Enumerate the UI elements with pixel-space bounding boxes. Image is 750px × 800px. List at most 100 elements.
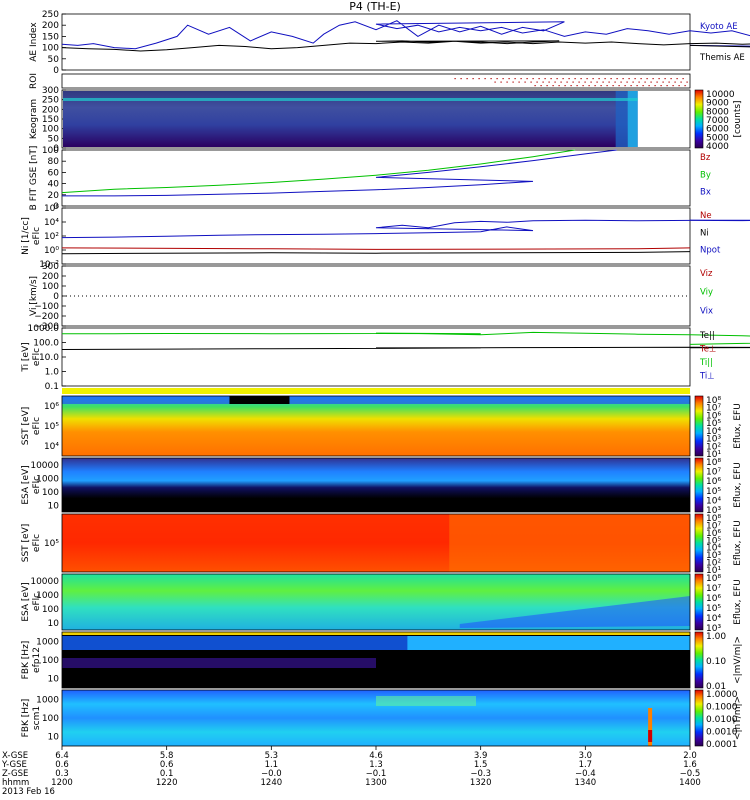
roi-dot: [594, 85, 596, 87]
spectrogram-image: [62, 458, 690, 512]
y-axis-label: SST [eV]: [21, 524, 31, 563]
roi-dot: [536, 81, 538, 83]
colorbar: [694, 89, 704, 149]
x-tick-label: 5.8: [160, 751, 174, 761]
roi-dot: [668, 81, 670, 83]
colorbar-tick-label: 0.0001: [706, 740, 738, 750]
y-tick-label: 50: [48, 55, 60, 65]
series-line: [61, 219, 750, 239]
roi-dot: [604, 78, 606, 80]
legend-entry: Vix: [700, 306, 713, 316]
roi-dot: [484, 78, 486, 80]
roi-dot: [560, 81, 562, 83]
roi-dot: [682, 78, 684, 80]
roi-dot: [556, 78, 558, 80]
y-tick-label: 10: [48, 619, 60, 629]
x-tick-label: 1.3: [369, 760, 383, 770]
legend-entry: Ni: [700, 228, 709, 238]
colorbar-tick-label: 10⁴: [706, 614, 721, 624]
y-tick-label: 300: [42, 86, 59, 96]
roi-dot: [674, 81, 676, 83]
y-tick-label: 100: [42, 656, 59, 666]
y-tick-label: 10⁵: [44, 539, 59, 549]
colorbar-tick-label: 10⁷: [706, 584, 721, 594]
legend-entry: Viy: [700, 288, 713, 298]
roi-dot: [532, 78, 534, 80]
panel-frame: [61, 73, 691, 89]
x-tick-label: 0.6: [160, 760, 174, 770]
y-tick-label: 10.0: [39, 353, 59, 363]
roi-dot: [506, 81, 508, 83]
colorbar-tick-label: 0.01: [706, 682, 726, 692]
colorbar-tick-label: 10³: [706, 506, 721, 516]
x-tick-label: 3.9: [474, 751, 488, 761]
roi-dot: [512, 81, 514, 83]
panel-frame: [61, 513, 691, 573]
y-axis-label: Ni [1/cc]: [21, 217, 31, 255]
roi-dot: [666, 85, 668, 87]
y-tick-label: 10⁰: [44, 246, 59, 256]
y-tick-label: 0: [53, 144, 59, 154]
y-axis-label: SST [eV]: [21, 407, 31, 446]
separator-band: [62, 388, 690, 394]
roi-dot: [524, 81, 526, 83]
y-tick-label: 1000: [36, 637, 59, 647]
y-tick-label: 10⁴: [44, 218, 59, 228]
x-tick-label: 1220: [156, 778, 178, 788]
colorbar-label: <|nT/m|>: [733, 696, 743, 740]
keogram-dawn-band: [627, 91, 638, 147]
roi-dot: [546, 85, 548, 87]
colorbar-tick-label: 10⁶: [706, 529, 721, 539]
colorbar-tick-label: 10¹: [706, 566, 721, 576]
spectrogram-band: [62, 658, 376, 668]
colorbar: [694, 457, 704, 513]
y-tick-label: 100: [42, 44, 59, 54]
colorbar-tick-label: 10⁸: [706, 514, 721, 524]
chart-title: P4 (TH-E): [349, 0, 401, 13]
roi-dot: [600, 85, 602, 87]
legend-entry: Ti||: [699, 358, 713, 368]
x-tick-label: 0.6: [55, 760, 69, 770]
roi-dot: [552, 85, 554, 87]
colorbar: [694, 573, 704, 631]
roi-dot: [526, 78, 528, 80]
legend-entry: Npot: [700, 246, 721, 256]
roi-dot: [680, 81, 682, 83]
legend-entry: Bx: [700, 188, 711, 198]
roi-dot: [558, 85, 560, 87]
y-tick-label: 10000: [30, 577, 59, 587]
panel-frame: [61, 395, 691, 457]
roi-dot: [612, 85, 614, 87]
y-tick-label: 1000: [36, 474, 59, 484]
roi-dot: [466, 78, 468, 80]
colorbar-tick-label: 10¹: [706, 450, 721, 460]
y-tick-label: 1000.0: [28, 324, 60, 334]
y-axis-label: Ti [eV]: [21, 342, 31, 372]
spectrogram-spike: [648, 730, 653, 742]
spectrogram-spike: [648, 708, 653, 746]
x-tick-label: 3.0: [579, 751, 593, 761]
y-axis-label: FBK [Hz]: [21, 699, 31, 738]
roi-dot: [580, 78, 582, 80]
colorbar-tick-label: 10⁶: [706, 594, 721, 604]
y-axis-sublabel: efp12: [32, 647, 42, 673]
roi-dot: [454, 78, 456, 80]
spectrogram-region: [449, 514, 690, 572]
colorbar-label: Eflux, EFU: [733, 579, 743, 625]
spectrogram-band: [62, 632, 690, 635]
y-tick-label: 250: [42, 96, 59, 106]
y-tick-label: 10: [48, 733, 60, 743]
roi-dot: [678, 85, 680, 87]
roi-dot: [632, 81, 634, 83]
y-tick-label: 100.0: [33, 339, 59, 349]
colorbar-tick-label: 10⁵: [706, 419, 721, 429]
roi-dot: [630, 85, 632, 87]
x-row-label: Z-GSE: [2, 769, 28, 779]
roi-dot: [672, 85, 674, 87]
spectrogram-top-row: [62, 396, 690, 404]
colorbar-tick-label: 10⁵: [706, 487, 721, 497]
colorbar: [694, 631, 704, 689]
roi-dot: [550, 78, 552, 80]
colorbar-tick-label: 10²: [706, 442, 721, 452]
